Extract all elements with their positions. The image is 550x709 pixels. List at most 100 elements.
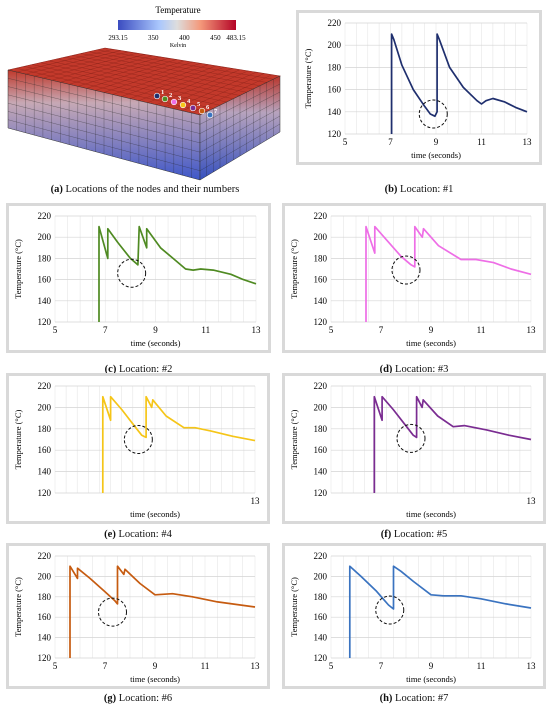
node-marker xyxy=(206,111,214,119)
y-tick-label: 120 xyxy=(314,317,328,327)
chart-panel-7: 120 140 160 180 200 220 5 7 9 11 13 time (seconds) T… xyxy=(282,543,546,689)
x-axis-label: time (seconds) xyxy=(130,674,180,684)
y-tick-label: 200 xyxy=(314,232,328,242)
y-tick-label: 160 xyxy=(314,275,328,285)
caption-c: (c) Location: #2 xyxy=(104,364,173,375)
chart-panel-5: 120 140 160 180 200 220 13 time (seconds) Temper… xyxy=(282,373,546,524)
y-tick-label: 180 xyxy=(314,424,328,434)
node-number-label: 6 xyxy=(206,104,210,111)
y-tick-label: 200 xyxy=(38,571,52,581)
y-tick-label: 160 xyxy=(314,612,328,622)
y-tick-label: 160 xyxy=(314,445,328,455)
chart-panel-4: 120 140 160 180 200 220 13 time (seconds) Temper… xyxy=(6,373,270,524)
y-tick-label: 180 xyxy=(328,62,342,72)
x-axis-label: time (seconds) xyxy=(406,509,456,519)
highlight-circle xyxy=(391,255,421,285)
y-tick-label: 140 xyxy=(314,633,328,643)
colorbar-tick-label: 400 xyxy=(179,34,190,42)
x-tick-label: 13 xyxy=(523,137,533,147)
x-tick-label: 11 xyxy=(201,325,210,335)
caption-e: (e) Location: #4 xyxy=(104,529,172,540)
node-number-label: 4 xyxy=(187,98,191,105)
node-number-label: 2 xyxy=(169,92,172,99)
y-tick-label: 200 xyxy=(38,232,52,242)
series-line xyxy=(348,565,532,658)
node-marker xyxy=(170,98,178,106)
x-tick-label: 13 xyxy=(527,325,537,335)
x-tick-label: 9 xyxy=(434,137,439,147)
colorbar-tick-label: 450 xyxy=(210,34,221,42)
x-axis-label: time (seconds) xyxy=(411,150,461,160)
highlight-circle xyxy=(396,423,426,453)
y-tick-label: 160 xyxy=(38,612,52,622)
x-tick-label: 7 xyxy=(103,661,108,671)
x-tick-label: 9 xyxy=(429,325,434,335)
y-tick-label: 200 xyxy=(38,402,52,412)
y-tick-label: 120 xyxy=(314,653,328,663)
y-tick-label: 220 xyxy=(38,551,52,561)
x-tick-label: 11 xyxy=(477,137,486,147)
caption-a: (a) Locations of the nodes and their num… xyxy=(50,184,240,195)
y-tick-label: 200 xyxy=(328,40,342,50)
x-tick-label: 11 xyxy=(201,661,210,671)
caption-g: (g) Location: #6 xyxy=(103,693,173,704)
chart-panel-2: 120 140 160 180 200 220 5 7 9 11 13 time (seconds) T… xyxy=(6,203,271,353)
y-tick-label: 180 xyxy=(314,253,328,263)
y-tick-label: 200 xyxy=(314,402,328,412)
series-line xyxy=(373,395,532,493)
x-tick-label: 9 xyxy=(153,661,158,671)
x-tick-label: 7 xyxy=(379,325,384,335)
x-tick-label: 11 xyxy=(477,661,486,671)
x-tick-label: 5 xyxy=(53,325,58,335)
node-number-label: 1 xyxy=(161,89,164,96)
y-axis-label: Temperature (°C) xyxy=(13,239,23,299)
node-marker xyxy=(198,107,206,115)
x-tick-label: 5 xyxy=(329,661,334,671)
x-tick-label: 7 xyxy=(103,325,108,335)
y-axis-label: Temperature (°C) xyxy=(13,577,23,637)
node-marker xyxy=(189,104,197,112)
x-tick-label: 9 xyxy=(153,325,158,335)
chart-panel-1: 120 140 160 180 200 220 5 7 9 11 13 time (seconds) T… xyxy=(296,10,542,165)
caption-h: (h) Location: #7 xyxy=(379,693,449,704)
x-axis-label: time (seconds) xyxy=(131,338,181,348)
highlight-circle xyxy=(123,425,153,454)
x-tick-label: 13 xyxy=(251,496,261,506)
caption-f: (f) Location: #5 xyxy=(380,529,448,540)
y-tick-label: 120 xyxy=(38,488,52,498)
x-tick-label: 5 xyxy=(343,137,348,147)
node-number-label: 7 xyxy=(214,108,218,115)
y-tick-label: 160 xyxy=(38,275,52,285)
y-axis-label: Temperature (°C) xyxy=(13,409,23,469)
x-tick-label: 7 xyxy=(388,137,393,147)
y-tick-label: 140 xyxy=(314,296,328,306)
series-line xyxy=(390,33,528,134)
colorbar-title: Temperature xyxy=(155,5,200,15)
colorbar-tick-label: 350 xyxy=(148,34,159,42)
y-tick-label: 140 xyxy=(38,296,52,306)
y-tick-label: 180 xyxy=(38,253,52,263)
y-tick-label: 220 xyxy=(314,211,328,221)
x-tick-label: 13 xyxy=(251,661,261,671)
colorbar-tick-label: 483.15 xyxy=(226,34,246,42)
y-axis-label: Temperature (°C) xyxy=(289,577,299,637)
highlight-circle xyxy=(117,258,147,288)
series-line xyxy=(69,565,256,658)
y-tick-label: 120 xyxy=(38,653,52,663)
y-tick-label: 140 xyxy=(314,467,328,477)
y-tick-label: 160 xyxy=(328,85,342,95)
y-axis-label: Temperature (°C) xyxy=(289,239,299,299)
y-tick-label: 220 xyxy=(38,381,52,391)
x-axis-label: time (seconds) xyxy=(406,338,456,348)
colorbar-tick-label: 293.15 xyxy=(108,34,128,42)
node-marker xyxy=(179,101,187,109)
y-tick-label: 180 xyxy=(38,424,52,434)
y-tick-label: 220 xyxy=(328,18,342,28)
highlight-circle xyxy=(375,595,405,625)
y-tick-label: 180 xyxy=(38,592,52,602)
y-tick-label: 220 xyxy=(314,381,328,391)
x-tick-label: 11 xyxy=(477,325,486,335)
x-tick-label: 7 xyxy=(379,661,384,671)
y-tick-label: 140 xyxy=(328,107,342,117)
series-line xyxy=(101,395,256,493)
